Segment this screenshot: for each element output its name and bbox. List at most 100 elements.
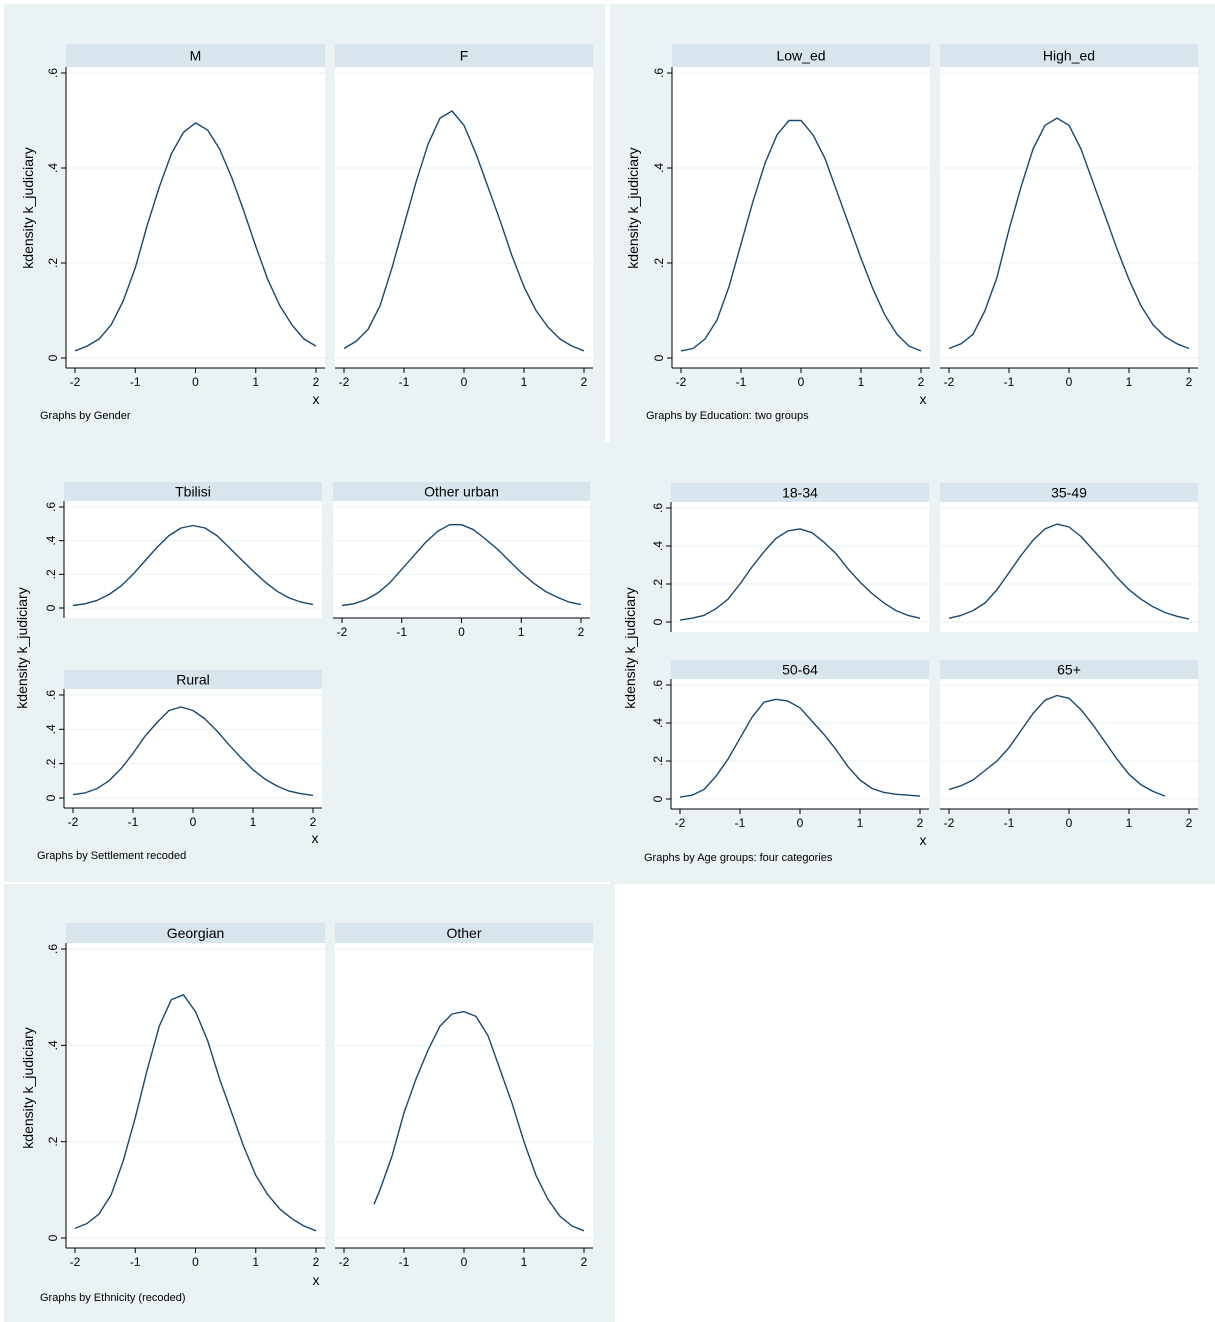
- x-tick-label: 2: [1186, 375, 1193, 389]
- x-tick-label: 0: [190, 815, 197, 829]
- density-line-18-34: [679, 528, 921, 621]
- x-tick-label: -2: [675, 816, 686, 830]
- x-tick-label: 0: [797, 816, 804, 830]
- plot-area: [64, 689, 322, 808]
- x-tick-label: 0: [1066, 816, 1073, 830]
- y-tick-label: 0: [46, 354, 60, 361]
- x-tick-label: 0: [192, 1255, 199, 1269]
- x-tick-label: 1: [858, 375, 865, 389]
- y-tick-label: .6: [651, 503, 665, 513]
- plot-area: [335, 67, 593, 368]
- y-tick-label: .2: [44, 569, 58, 579]
- x-tick-label: -2: [339, 1255, 350, 1269]
- panel-label: Other urban: [424, 484, 499, 500]
- x-tick-label: 1: [521, 375, 528, 389]
- x-tick-label: -1: [396, 625, 407, 639]
- panel-strip: [940, 44, 1198, 67]
- panel-strip: [940, 483, 1198, 502]
- y-tick-label: .4: [651, 541, 665, 551]
- y-tick-label: .6: [44, 690, 58, 700]
- x-tick-label: 1: [252, 375, 259, 389]
- y-tick-label: .4: [652, 163, 666, 173]
- density-line-m: [74, 122, 317, 352]
- chart-group-3: kdensity k_judiciary 18-34 0 .2 .4 .6 35-49 50-…: [610, 442, 1215, 884]
- plot-area: [64, 501, 322, 618]
- graph-note: Graphs by Ethnicity (recoded): [40, 1292, 186, 1304]
- panel-strip: [671, 660, 929, 679]
- x-axis-label: x: [920, 391, 927, 407]
- y-axis-label: kdensity k_judiciary: [14, 587, 30, 708]
- density-line-high-ed: [948, 117, 1190, 350]
- x-tick-label: -2: [70, 375, 81, 389]
- x-tick-label: 2: [310, 815, 317, 829]
- panel-strip: [64, 670, 322, 689]
- x-tick-label: -2: [339, 375, 350, 389]
- y-tick-label: 0: [46, 1234, 60, 1241]
- y-tick-label: .6: [652, 68, 666, 78]
- panel-f: F -2 -1 0 1 2: [335, 44, 593, 389]
- y-tick-label: .2: [652, 258, 666, 268]
- panel-m: M 0 .2 .4 .6 -2 -1 0 1 2: [46, 44, 325, 389]
- y-tick-label: 0: [651, 618, 665, 625]
- y-tick-label: 0: [652, 354, 666, 361]
- panel-rural: Rural 0 .2 .4 .6 -2 -1 0 1 2: [44, 670, 322, 829]
- plot-area: [940, 502, 1198, 632]
- panel-tbilisi: Tbilisi 0 .2 .4 .6: [44, 482, 322, 618]
- y-tick-label: .6: [46, 944, 60, 954]
- x-axis-label: x: [313, 391, 320, 407]
- x-tick-label: -2: [68, 815, 79, 829]
- x-axis-label: x: [920, 832, 927, 848]
- x-tick-label: -2: [337, 625, 348, 639]
- density-line-georgian: [74, 994, 317, 1232]
- x-axis-label: x: [313, 1272, 320, 1288]
- y-tick-label: .6: [46, 68, 60, 78]
- panel-strip: [333, 482, 590, 501]
- density-line-tbilisi: [72, 524, 314, 607]
- panel-65-: 65+ -2 -1 0 1 2: [940, 660, 1198, 830]
- panel-strip: [671, 483, 929, 502]
- chart-group-4: kdensity k_judiciary Georgian 0 .2 .4 .6 -2 -1 0…: [4, 884, 615, 1322]
- panel-strip: [335, 44, 593, 67]
- panel-18-34: 18-34 0 .2 .4 .6: [651, 483, 929, 632]
- y-tick-label: .4: [46, 1040, 60, 1050]
- x-tick-label: -1: [130, 1255, 141, 1269]
- panel-label: 18-34: [782, 485, 818, 501]
- x-tick-label: -1: [1004, 816, 1015, 830]
- density-line-other: [373, 1010, 585, 1232]
- density-line-50-64: [679, 698, 921, 798]
- panel-label: Georgian: [167, 925, 225, 941]
- x-tick-label: -2: [70, 1255, 81, 1269]
- panel-50-64: 50-64 0 .2 .4 .6 -2 -1 0 1 2: [651, 660, 929, 830]
- x-tick-label: -1: [735, 816, 746, 830]
- panel-strip: [672, 44, 930, 67]
- panel-other-urban: Other urban -2 -1 0 1 2: [333, 482, 590, 639]
- panel-other: Other -2 -1 0 1 2: [335, 923, 593, 1269]
- x-tick-label: -1: [130, 375, 141, 389]
- plot-area: [672, 67, 930, 368]
- y-tick-label: .4: [44, 535, 58, 545]
- x-tick-label: 1: [252, 1255, 259, 1269]
- x-tick-label: 1: [857, 816, 864, 830]
- panel-label: High_ed: [1043, 48, 1095, 64]
- plot-area: [66, 67, 325, 368]
- graph-note: Graphs by Gender: [40, 410, 131, 422]
- y-tick-label: 0: [44, 794, 58, 801]
- density-line-other-urban: [341, 524, 582, 607]
- x-tick-label: 2: [1186, 816, 1193, 830]
- x-tick-label: 1: [521, 1255, 528, 1269]
- panel-low-ed: Low_ed 0 .2 .4 .6 -2 -1 0 1 2: [652, 44, 930, 389]
- x-tick-label: -1: [399, 1255, 410, 1269]
- x-tick-label: 1: [250, 815, 257, 829]
- chart-group-1: kdensity k_judiciary Low_ed 0 .2 .4 .6 -2 -1 0 1 2…: [610, 4, 1215, 442]
- density-line-rural: [72, 706, 314, 797]
- x-tick-label: -1: [128, 815, 139, 829]
- panel-label: Rural: [176, 672, 209, 688]
- x-tick-label: 1: [1126, 375, 1133, 389]
- panel-label: Tbilisi: [175, 484, 211, 500]
- y-tick-label: .4: [651, 718, 665, 728]
- x-tick-label: -2: [944, 375, 955, 389]
- x-tick-label: 0: [798, 375, 805, 389]
- graph-note: Graphs by Settlement recoded: [37, 850, 186, 862]
- plot-area: [335, 943, 593, 1248]
